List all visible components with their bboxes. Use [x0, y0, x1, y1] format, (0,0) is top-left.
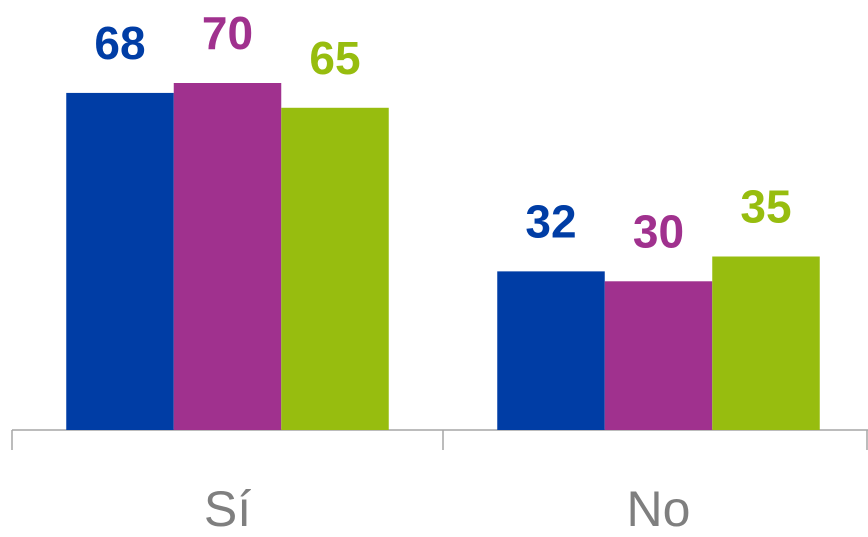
bar	[281, 107, 389, 431]
data-label: 35	[740, 181, 791, 233]
data-label: 70	[202, 7, 253, 59]
data-label: 65	[309, 32, 360, 84]
bar	[66, 92, 174, 431]
x-tick-label: No	[627, 481, 691, 537]
bar	[173, 83, 282, 430]
bar	[712, 256, 820, 430]
bar	[497, 271, 605, 430]
x-tick-label: Sí	[204, 481, 251, 537]
data-label: 30	[633, 205, 684, 257]
data-label: 68	[94, 17, 145, 69]
data-label: 32	[525, 196, 576, 248]
bar	[604, 281, 713, 430]
